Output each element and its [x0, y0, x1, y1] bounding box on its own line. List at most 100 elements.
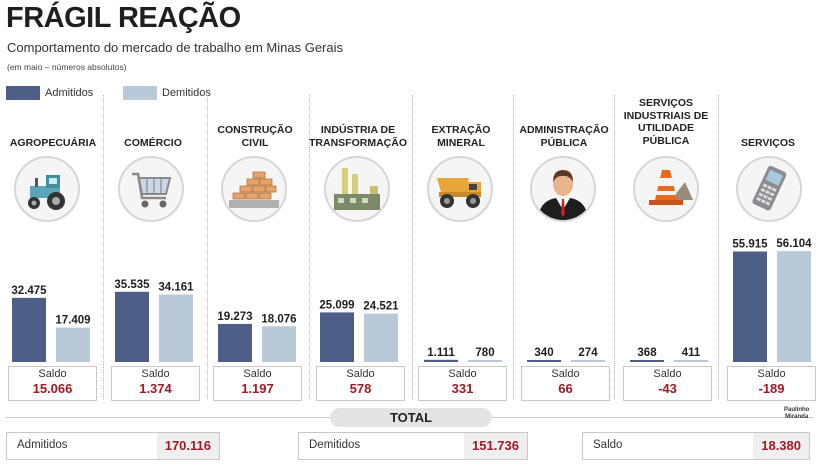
value-label-demitidos-7: 56.104	[776, 238, 812, 250]
credit-line: Paulinho	[784, 407, 810, 413]
saldo-box: Saldo 331	[418, 366, 507, 401]
legend-swatch-admitidos	[6, 86, 40, 100]
chart-title: FRÁGIL REAÇÃO	[6, 2, 241, 34]
value-label-admitidos-6: 368	[637, 347, 657, 359]
saldo-value: 1.197	[241, 381, 274, 396]
value-label-admitidos-0: 32.475	[11, 285, 47, 297]
businessman-icon	[530, 156, 596, 222]
total-saldo-label: Saldo	[593, 439, 623, 451]
saldo-label: Saldo	[551, 368, 580, 380]
saldo-label: Saldo	[346, 368, 375, 380]
value-label-admitidos-7: 55.915	[732, 239, 768, 251]
value-label-demitidos-4: 780	[475, 347, 494, 359]
saldo-label: Saldo	[38, 368, 67, 380]
saldo-box: Saldo -189	[727, 366, 816, 401]
value-label-demitidos-5: 274	[578, 347, 598, 359]
bar-admitidos-2	[218, 323, 252, 362]
legend-demitidos: Demitidos	[123, 85, 211, 101]
mobile-phone-icon	[736, 156, 802, 222]
total-admitidos-label: Admitidos	[17, 439, 68, 451]
saldo-label: Saldo	[757, 368, 786, 380]
bar-demitidos-0	[56, 327, 90, 362]
credit-line: Miranda	[785, 413, 809, 420]
value-label-demitidos-2: 18.076	[261, 313, 296, 325]
traffic-cone-icon	[633, 156, 699, 222]
value-label-admitidos-4: 1.111	[427, 347, 455, 359]
sector-label-servicos: SERVIÇOS	[718, 100, 818, 150]
total-admitidos-value: 170.116	[156, 433, 219, 459]
column-separator	[614, 95, 615, 400]
saldo-box: Saldo 578	[316, 366, 405, 401]
sector-label-line: CIVIL	[241, 137, 269, 150]
total-admitidos-box: Admitidos 170.116	[6, 432, 220, 460]
bar-demitidos-1	[159, 294, 193, 362]
sector-label-line: UTILIDADE	[638, 122, 694, 135]
saldo-value: 1.374	[139, 381, 172, 396]
total-saldo-box: Saldo 18.380	[582, 432, 810, 460]
saldo-box: Saldo 1.374	[111, 366, 200, 401]
legend-label-demitidos: Demitidos	[162, 87, 211, 99]
units-note: (em maio – números absolutos)	[7, 62, 127, 72]
value-label-demitidos-3: 24.521	[363, 301, 399, 313]
sector-label-administracao: ADMINISTRAÇÃO PÚBLICA	[514, 100, 614, 150]
column-separator	[103, 95, 104, 400]
sector-label-line: SERVIÇOS	[740, 137, 796, 150]
saldo-value: 15.066	[32, 381, 73, 396]
dump-truck-icon	[427, 156, 493, 222]
sector-label-comercio: COMÉRCIO	[103, 100, 203, 150]
saldo-value: -43	[658, 381, 677, 396]
brick-wall-icon	[221, 156, 287, 222]
sector-label-agropecuaria: AGROPECUÁRIA	[3, 100, 103, 150]
factory-icon	[324, 156, 390, 222]
column-separator	[718, 95, 719, 400]
value-label-admitidos-5: 340	[534, 347, 553, 359]
value-label-demitidos-1: 34.161	[158, 281, 194, 293]
sector-label-line: SERVIÇOS	[638, 96, 694, 109]
sector-label-line: TRANSFORMAÇÃO	[309, 137, 407, 150]
saldo-label: Saldo	[653, 368, 682, 380]
tractor-icon	[14, 156, 80, 222]
total-saldo-value: 18.380	[753, 433, 809, 459]
bar-admitidos-0	[12, 297, 46, 362]
value-label-demitidos-0: 17.409	[55, 315, 90, 327]
sector-label-extracao: EXTRAÇÃO MINERAL	[411, 100, 511, 150]
saldo-label: Saldo	[448, 368, 477, 380]
sector-label-construcao: CONSTRUÇÃO CIVIL	[205, 100, 305, 150]
sector-label-line: AGROPECUÁRIA	[9, 137, 97, 150]
value-label-demitidos-6: 411	[682, 347, 701, 359]
saldo-value: 66	[558, 381, 573, 396]
column-separator	[412, 95, 413, 400]
saldo-box: Saldo -43	[623, 366, 712, 401]
value-label-admitidos-2: 19.273	[217, 311, 252, 323]
total-demitidos-box: Demitidos 151.736	[298, 432, 528, 460]
bar-admitidos-7	[733, 251, 767, 362]
bar-demitidos-3	[364, 313, 398, 362]
total-demitidos-label: Demitidos	[309, 439, 361, 451]
saldo-box: Saldo 66	[521, 366, 610, 401]
sector-label-servicos-industriais: SERVIÇOS INDUSTRIAIS DE UTILIDADE PÚBLIC…	[616, 88, 716, 148]
bar-admitidos-4	[424, 359, 458, 362]
sector-label-line: CONSTRUÇÃO	[217, 124, 293, 137]
bar-admitidos-1	[115, 291, 149, 362]
column-separator	[207, 95, 208, 400]
column-separator	[513, 95, 514, 400]
legend-label-admitidos: Admitidos	[45, 87, 94, 99]
bar-demitidos-7	[777, 251, 811, 362]
saldo-box: Saldo 1.197	[213, 366, 302, 401]
sector-label-line: INDUSTRIAIS DE	[623, 109, 709, 122]
saldo-label: Saldo	[243, 368, 272, 380]
sector-label-line: MINERAL	[437, 137, 485, 150]
column-separator	[309, 95, 310, 400]
saldo-box: Saldo 15.066	[8, 366, 97, 401]
bar-demitidos-2	[262, 326, 296, 362]
sector-label-line: PÚBLICA	[642, 135, 690, 148]
chart-subtitle: Comportamento do mercado de trabalho em …	[7, 40, 343, 55]
sector-label-line: EXTRAÇÃO	[431, 124, 491, 137]
legend-admitidos: Admitidos	[6, 85, 93, 101]
bar-demitidos-5	[571, 360, 605, 362]
bar-admitidos-3	[320, 312, 354, 362]
total-demitidos-value: 151.736	[464, 433, 527, 459]
value-label-admitidos-1: 35.535	[114, 279, 150, 291]
author-credit: Paulinho Miranda	[784, 407, 809, 420]
